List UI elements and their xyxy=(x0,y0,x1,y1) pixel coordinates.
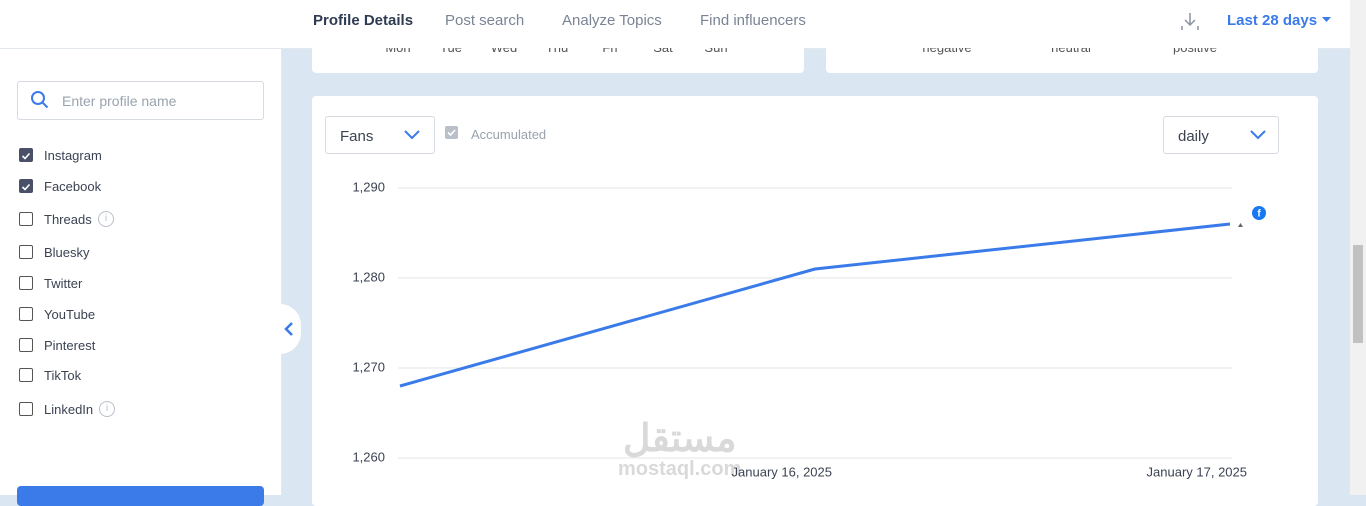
network-label: TikTok xyxy=(44,368,82,383)
collapse-tab[interactable] xyxy=(280,304,301,354)
info-icon: i xyxy=(99,401,115,417)
y-tick-label: 1,280 xyxy=(352,269,385,284)
metric-label: Fans xyxy=(340,128,374,145)
metric-dropdown[interactable]: Fans xyxy=(325,116,435,154)
network-label: Facebook xyxy=(44,179,102,194)
checkbox[interactable] xyxy=(19,307,33,321)
sidebar: Enter profile name Instagram Facebook Thre… xyxy=(0,49,282,506)
nav-tab[interactable]: Analyze Topics xyxy=(562,12,662,29)
checkbox[interactable] xyxy=(19,245,33,259)
network-label: LinkedIn xyxy=(44,402,94,417)
checkbox[interactable] xyxy=(19,276,33,290)
date-caret xyxy=(1322,17,1331,22)
search-icon xyxy=(31,91,49,109)
x-tick-label: January 16, 2025 xyxy=(732,464,832,479)
date-range[interactable]: Last 28 days xyxy=(1227,12,1318,29)
y-tick-label: 1,260 xyxy=(352,449,385,464)
header-cover xyxy=(282,30,1350,48)
network-label: Bluesky xyxy=(44,245,90,260)
scrollbar[interactable] xyxy=(1350,0,1366,495)
interval-label: daily xyxy=(1178,128,1209,145)
dropdown-chevron xyxy=(1250,130,1266,140)
info-icon: i xyxy=(98,211,114,227)
nav-tab[interactable]: Profile Details xyxy=(313,12,414,29)
chart-card: Fans Accumulated daily 1,260 1,270 1,280 1,… xyxy=(312,96,1318,506)
svg-text:f: f xyxy=(1257,209,1261,220)
dropdown-chevron xyxy=(404,130,420,140)
network-label: Pinterest xyxy=(44,338,96,353)
search-box[interactable]: Enter profile name xyxy=(17,81,264,120)
network-label: Twitter xyxy=(44,276,83,291)
y-tick-label: 1,270 xyxy=(352,359,385,374)
y-tick-label: 1,290 xyxy=(352,179,385,194)
accumulated-checkbox[interactable] xyxy=(445,126,458,139)
x-tick-label: January 17, 2025 xyxy=(1147,464,1247,479)
checkbox[interactable] xyxy=(19,179,33,193)
network-label: YouTube xyxy=(44,307,96,322)
line-chart: 1,260 1,270 1,280 1,290 January 16, 2025 Janu… xyxy=(352,179,1266,479)
apply-button[interactable] xyxy=(17,486,264,506)
search-placeholder: Enter profile name xyxy=(62,93,177,109)
checkbox[interactable] xyxy=(19,368,33,382)
facebook-badge: f xyxy=(1238,206,1266,227)
checkbox[interactable] xyxy=(19,212,33,226)
accumulated-label: Accumulated xyxy=(471,127,547,142)
scroll-thumb[interactable] xyxy=(1353,245,1363,343)
collapse-chevron xyxy=(284,322,293,336)
interval-dropdown[interactable]: daily xyxy=(1163,116,1279,154)
nav-tab[interactable]: Find influencers xyxy=(700,12,806,29)
network-label: Instagram xyxy=(44,148,102,163)
data-line xyxy=(399,222,1231,388)
nav-tab[interactable]: Post search xyxy=(445,12,525,29)
network-label: Threads xyxy=(44,212,92,227)
checkbox[interactable] xyxy=(19,338,33,352)
checkbox[interactable] xyxy=(19,148,33,162)
checkbox[interactable] xyxy=(19,402,33,416)
